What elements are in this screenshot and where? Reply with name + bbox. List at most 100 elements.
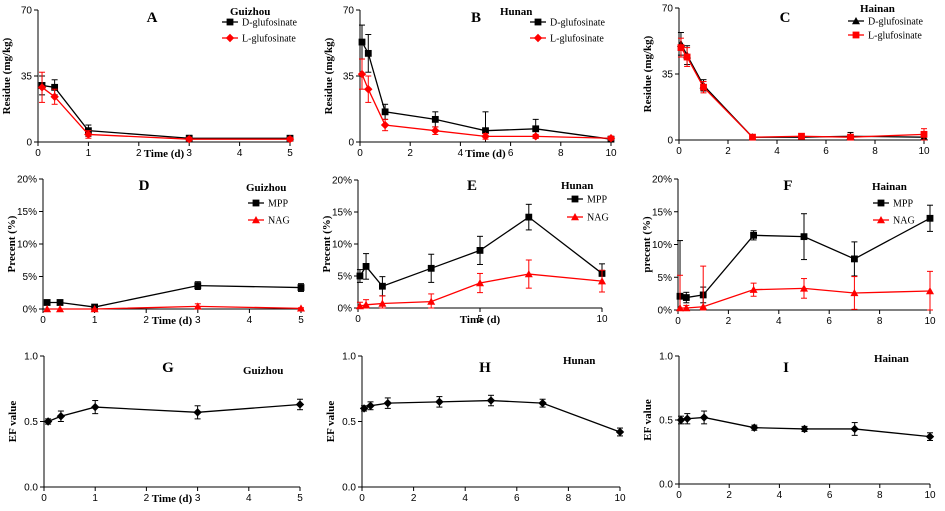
x-tick-label: 4 xyxy=(237,148,243,159)
data-point xyxy=(676,415,686,425)
series-line xyxy=(47,403,301,423)
x-tick-label: 1 xyxy=(86,148,92,159)
y-tick-label: 0 xyxy=(667,136,673,147)
legend-label: MPP xyxy=(587,195,607,206)
data-point xyxy=(359,404,369,413)
panel-b: 0 35 70 0 2 4 6 8 10 Time (d) Residue (mg/kg) B Huna… xyxy=(323,6,617,161)
x-tick-label: 0 xyxy=(40,315,46,326)
legend-marker xyxy=(252,216,260,224)
data-point xyxy=(524,270,533,278)
data-point xyxy=(532,125,540,133)
x-tick-label: 0 xyxy=(41,493,47,504)
y-tick-label: 0% xyxy=(338,304,353,315)
y-tick-label: 10% xyxy=(652,240,672,251)
site-label: Hainan xyxy=(874,353,909,365)
panel-g: 0.0 0.5 1.0 0 1 2 3 4 5 Time (d) EF value G Guizhou xyxy=(7,352,305,505)
data-point xyxy=(486,396,496,405)
x-tick-label: 4 xyxy=(462,493,468,504)
panel-d: 0% 5% 10% 15% 20% 0 1 2 3 4 5 Time (d) Precent (%) D G… xyxy=(6,175,305,327)
series-line xyxy=(359,273,603,307)
data-point xyxy=(364,85,373,94)
series-nag xyxy=(355,259,606,310)
x-tick-label: 10 xyxy=(614,493,626,504)
y-tick-label: 0 xyxy=(348,138,354,149)
data-point xyxy=(850,424,859,434)
data-point xyxy=(431,115,439,123)
data-point xyxy=(193,302,202,310)
y-tick-label: 1.0 xyxy=(659,352,673,363)
x-tick-label: 1 xyxy=(92,315,98,326)
panel-i: 0.0 0.5 1.0 0 2 4 6 8 10 EF value I Hainan xyxy=(642,352,936,502)
y-tick-label: 0 xyxy=(26,138,32,149)
x-tick-label: 10 xyxy=(924,490,936,501)
data-point xyxy=(193,408,202,417)
site-label: Guizhou xyxy=(230,6,270,18)
panel-c: 0 35 70 0 2 4 6 8 10 Residue (mg/kg) C Hainan D-gluf… xyxy=(642,3,930,157)
series-ef xyxy=(676,410,935,441)
legend-label: D-glufosinate xyxy=(242,18,298,29)
y-tick-label: 35 xyxy=(343,72,355,83)
y-tick-label: 0% xyxy=(658,306,673,317)
data-point xyxy=(476,247,484,254)
data-point xyxy=(379,282,386,290)
panel-letter: D xyxy=(139,178,150,194)
x-tick-label: 6 xyxy=(514,493,520,504)
y-tick-label: 0.0 xyxy=(659,480,673,491)
legend: D-glufosinate L-glufosinate xyxy=(848,17,924,42)
series-l-glufosinate xyxy=(37,71,295,144)
data-point xyxy=(37,83,47,92)
x-axis-label: Time (d) xyxy=(465,148,506,160)
series-line xyxy=(363,399,621,433)
x-tick-label: 0 xyxy=(676,490,682,501)
legend-marker xyxy=(877,199,885,207)
series-ef xyxy=(359,394,625,437)
legend-marker xyxy=(534,18,542,26)
data-point xyxy=(531,132,540,141)
y-tick-label: 1.0 xyxy=(24,352,38,363)
y-tick-label: 0.0 xyxy=(24,483,38,494)
x-tick-label: 5 xyxy=(477,314,483,325)
y-tick-label: 5% xyxy=(338,272,353,283)
x-tick-label: 10 xyxy=(918,146,930,157)
x-tick-label: 10 xyxy=(605,148,617,159)
legend-label: L-glufosinate xyxy=(550,34,604,45)
legend-marker xyxy=(252,199,260,207)
y-tick-label: 20% xyxy=(332,176,352,187)
y-tick-label: 0.0 xyxy=(342,483,356,494)
series-line xyxy=(41,86,290,140)
x-tick-label: 2 xyxy=(725,146,731,157)
y-axis-label: Residue (mg/kg) xyxy=(642,35,654,112)
y-axis-label: Precent (%) xyxy=(321,215,333,272)
x-tick-label: 2 xyxy=(726,316,732,327)
x-tick-label: 3 xyxy=(195,493,201,504)
data-point xyxy=(362,263,370,270)
x-tick-label: 0 xyxy=(675,316,681,327)
data-point xyxy=(295,400,305,409)
data-point xyxy=(378,299,387,307)
x-tick-label: 6 xyxy=(827,490,833,501)
legend: D-glufosinate L-glufosinate xyxy=(222,18,298,45)
series-d-glufosinate xyxy=(676,32,928,141)
x-tick-label: 10 xyxy=(596,314,608,325)
data-point xyxy=(749,285,758,293)
legend-label: MPP xyxy=(893,199,913,210)
site-label: Guizhou xyxy=(243,365,283,377)
x-tick-label: 3 xyxy=(195,315,201,326)
data-point xyxy=(91,402,100,412)
legend-label: NAG xyxy=(587,213,609,224)
y-tick-label: 15% xyxy=(332,208,352,219)
y-tick-label: 20% xyxy=(652,175,672,186)
data-point xyxy=(43,417,53,426)
data-point xyxy=(926,214,934,222)
data-point xyxy=(355,302,364,310)
y-tick-label: 35 xyxy=(21,72,33,83)
data-point xyxy=(51,83,59,91)
y-axis-label: EF value xyxy=(325,401,337,443)
legend: MPP NAG xyxy=(873,199,915,227)
legend-marker xyxy=(877,216,885,224)
y-tick-label: 35 xyxy=(662,70,674,81)
y-tick-label: 70 xyxy=(662,4,674,15)
series-mpp xyxy=(43,281,305,311)
y-tick-label: 15% xyxy=(652,207,672,218)
